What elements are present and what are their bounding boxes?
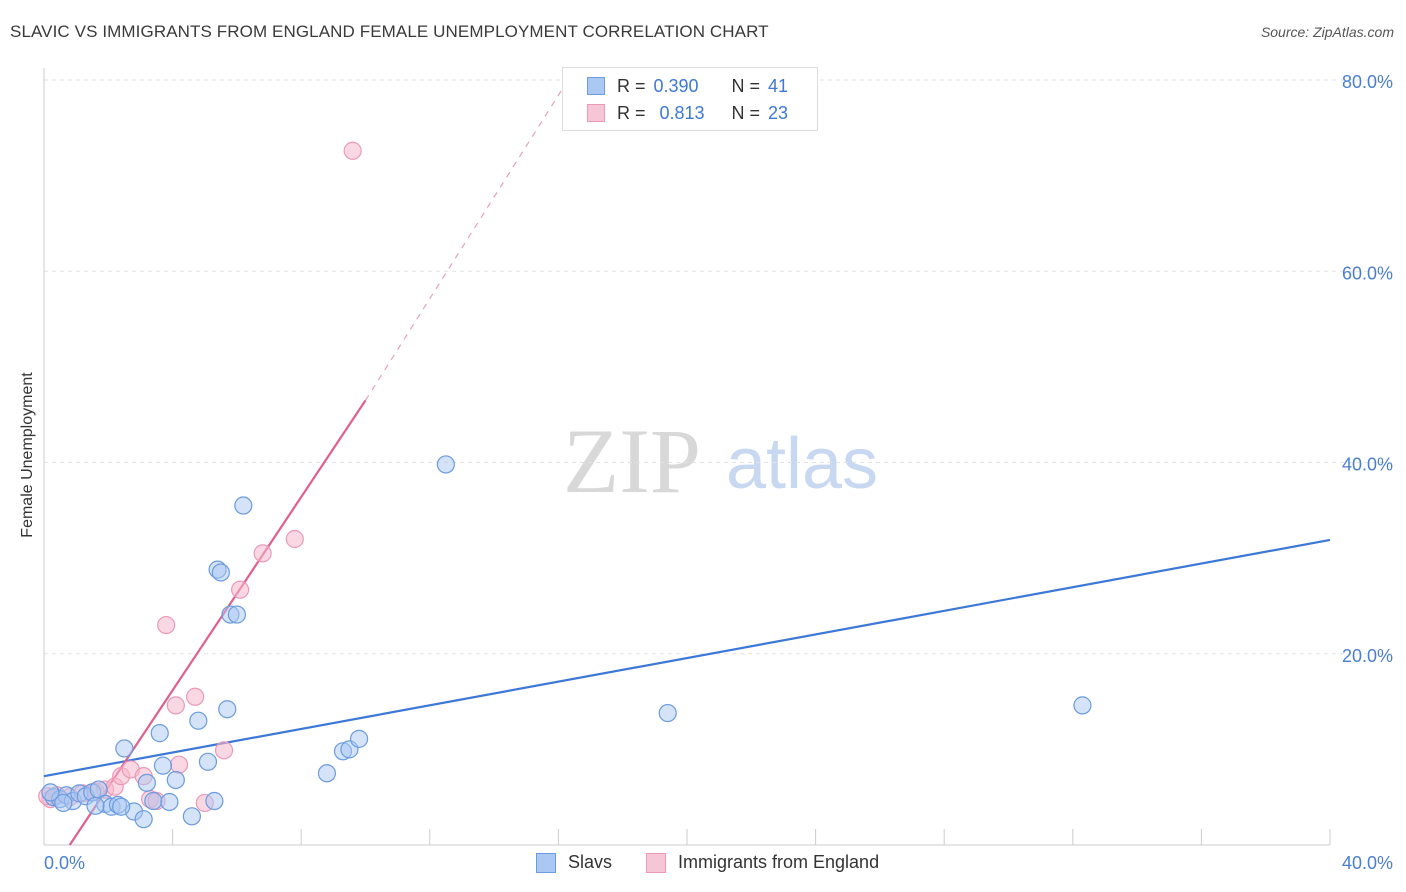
england-swatch bbox=[646, 852, 666, 873]
point-slavs bbox=[153, 756, 173, 775]
legend-n-label: N = bbox=[731, 102, 761, 123]
point-slavs bbox=[658, 703, 677, 723]
watermark-atlas: atlas bbox=[726, 424, 878, 504]
legend-r-label: R = bbox=[617, 102, 646, 123]
point-england bbox=[285, 529, 304, 549]
point-slavs bbox=[115, 739, 134, 758]
point-slavs bbox=[211, 563, 230, 582]
legend-row-england: R = 0.813 N = 23 bbox=[587, 101, 788, 125]
point-slavs bbox=[112, 797, 131, 816]
correlation-legend: R = 0.390 N = 41 R = 0.813 N = 23 bbox=[562, 67, 818, 131]
legend-row-slavs: R = 0.390 N = 41 bbox=[587, 74, 788, 98]
legend-item-england[interactable]: Immigrants from England bbox=[646, 852, 879, 873]
point-slavs bbox=[234, 496, 253, 515]
point-england bbox=[343, 141, 362, 160]
point-slavs bbox=[317, 764, 337, 783]
point-england bbox=[214, 741, 234, 760]
point-slavs bbox=[1073, 696, 1092, 715]
point-slavs bbox=[436, 455, 455, 474]
slavs-swatch bbox=[536, 852, 556, 873]
point-slavs bbox=[349, 729, 369, 748]
point-slavs bbox=[54, 793, 73, 813]
point-slavs bbox=[166, 770, 185, 790]
watermark-zip: ZIP bbox=[563, 410, 701, 512]
series-legend: Slavs Immigrants from England bbox=[0, 852, 1406, 878]
legend-item-slavs[interactable]: Slavs bbox=[536, 852, 612, 873]
x-tick-label: 40.0% bbox=[1342, 853, 1393, 873]
point-slavs bbox=[134, 810, 153, 829]
trendline-england-extension bbox=[364, 79, 569, 401]
point-slavs bbox=[137, 773, 156, 792]
point-slavs bbox=[182, 807, 201, 826]
point-england bbox=[186, 687, 205, 706]
point-england bbox=[169, 755, 189, 774]
point-slavs bbox=[160, 792, 179, 812]
point-slavs bbox=[189, 711, 208, 730]
legend-n-label: N = bbox=[731, 75, 761, 96]
trendline-slavs bbox=[43, 538, 1331, 778]
point-england bbox=[157, 615, 176, 635]
y-tick-label: 80.0% bbox=[1342, 72, 1393, 92]
source-label: Source: ZipAtlas.com bbox=[1260, 24, 1394, 40]
point-england bbox=[231, 580, 250, 599]
point-slavs bbox=[218, 700, 237, 719]
y-tick-label: 40.0% bbox=[1342, 455, 1393, 475]
point-slavs bbox=[198, 752, 218, 771]
point-slavs bbox=[86, 796, 105, 815]
legend-label-england: Immigrants from England bbox=[678, 852, 880, 872]
x-tick-label: 0.0% bbox=[44, 853, 85, 873]
legend-r-value: 0.813 bbox=[659, 102, 705, 123]
chart-title: SLAVIC VS IMMIGRANTS FROM ENGLAND FEMALE… bbox=[10, 22, 769, 41]
legend-n-value: 23 bbox=[768, 102, 789, 123]
legend-label-slavs: Slavs bbox=[568, 852, 613, 872]
legend-swatch-slavs bbox=[587, 77, 605, 95]
legend-swatch-england bbox=[587, 104, 605, 122]
point-england bbox=[253, 544, 272, 563]
point-slavs bbox=[205, 791, 224, 811]
point-slavs bbox=[41, 783, 60, 802]
point-slavs bbox=[227, 605, 246, 624]
point-slavs bbox=[150, 724, 169, 743]
point-slavs bbox=[144, 791, 163, 811]
point-england bbox=[166, 696, 185, 715]
legend-r-label: R = bbox=[617, 75, 646, 96]
y-tick-label: 20.0% bbox=[1342, 646, 1393, 666]
legend-r-value: 0.390 bbox=[653, 75, 699, 96]
y-tick-label: 60.0% bbox=[1342, 263, 1393, 283]
legend-n-value: 41 bbox=[768, 75, 789, 96]
